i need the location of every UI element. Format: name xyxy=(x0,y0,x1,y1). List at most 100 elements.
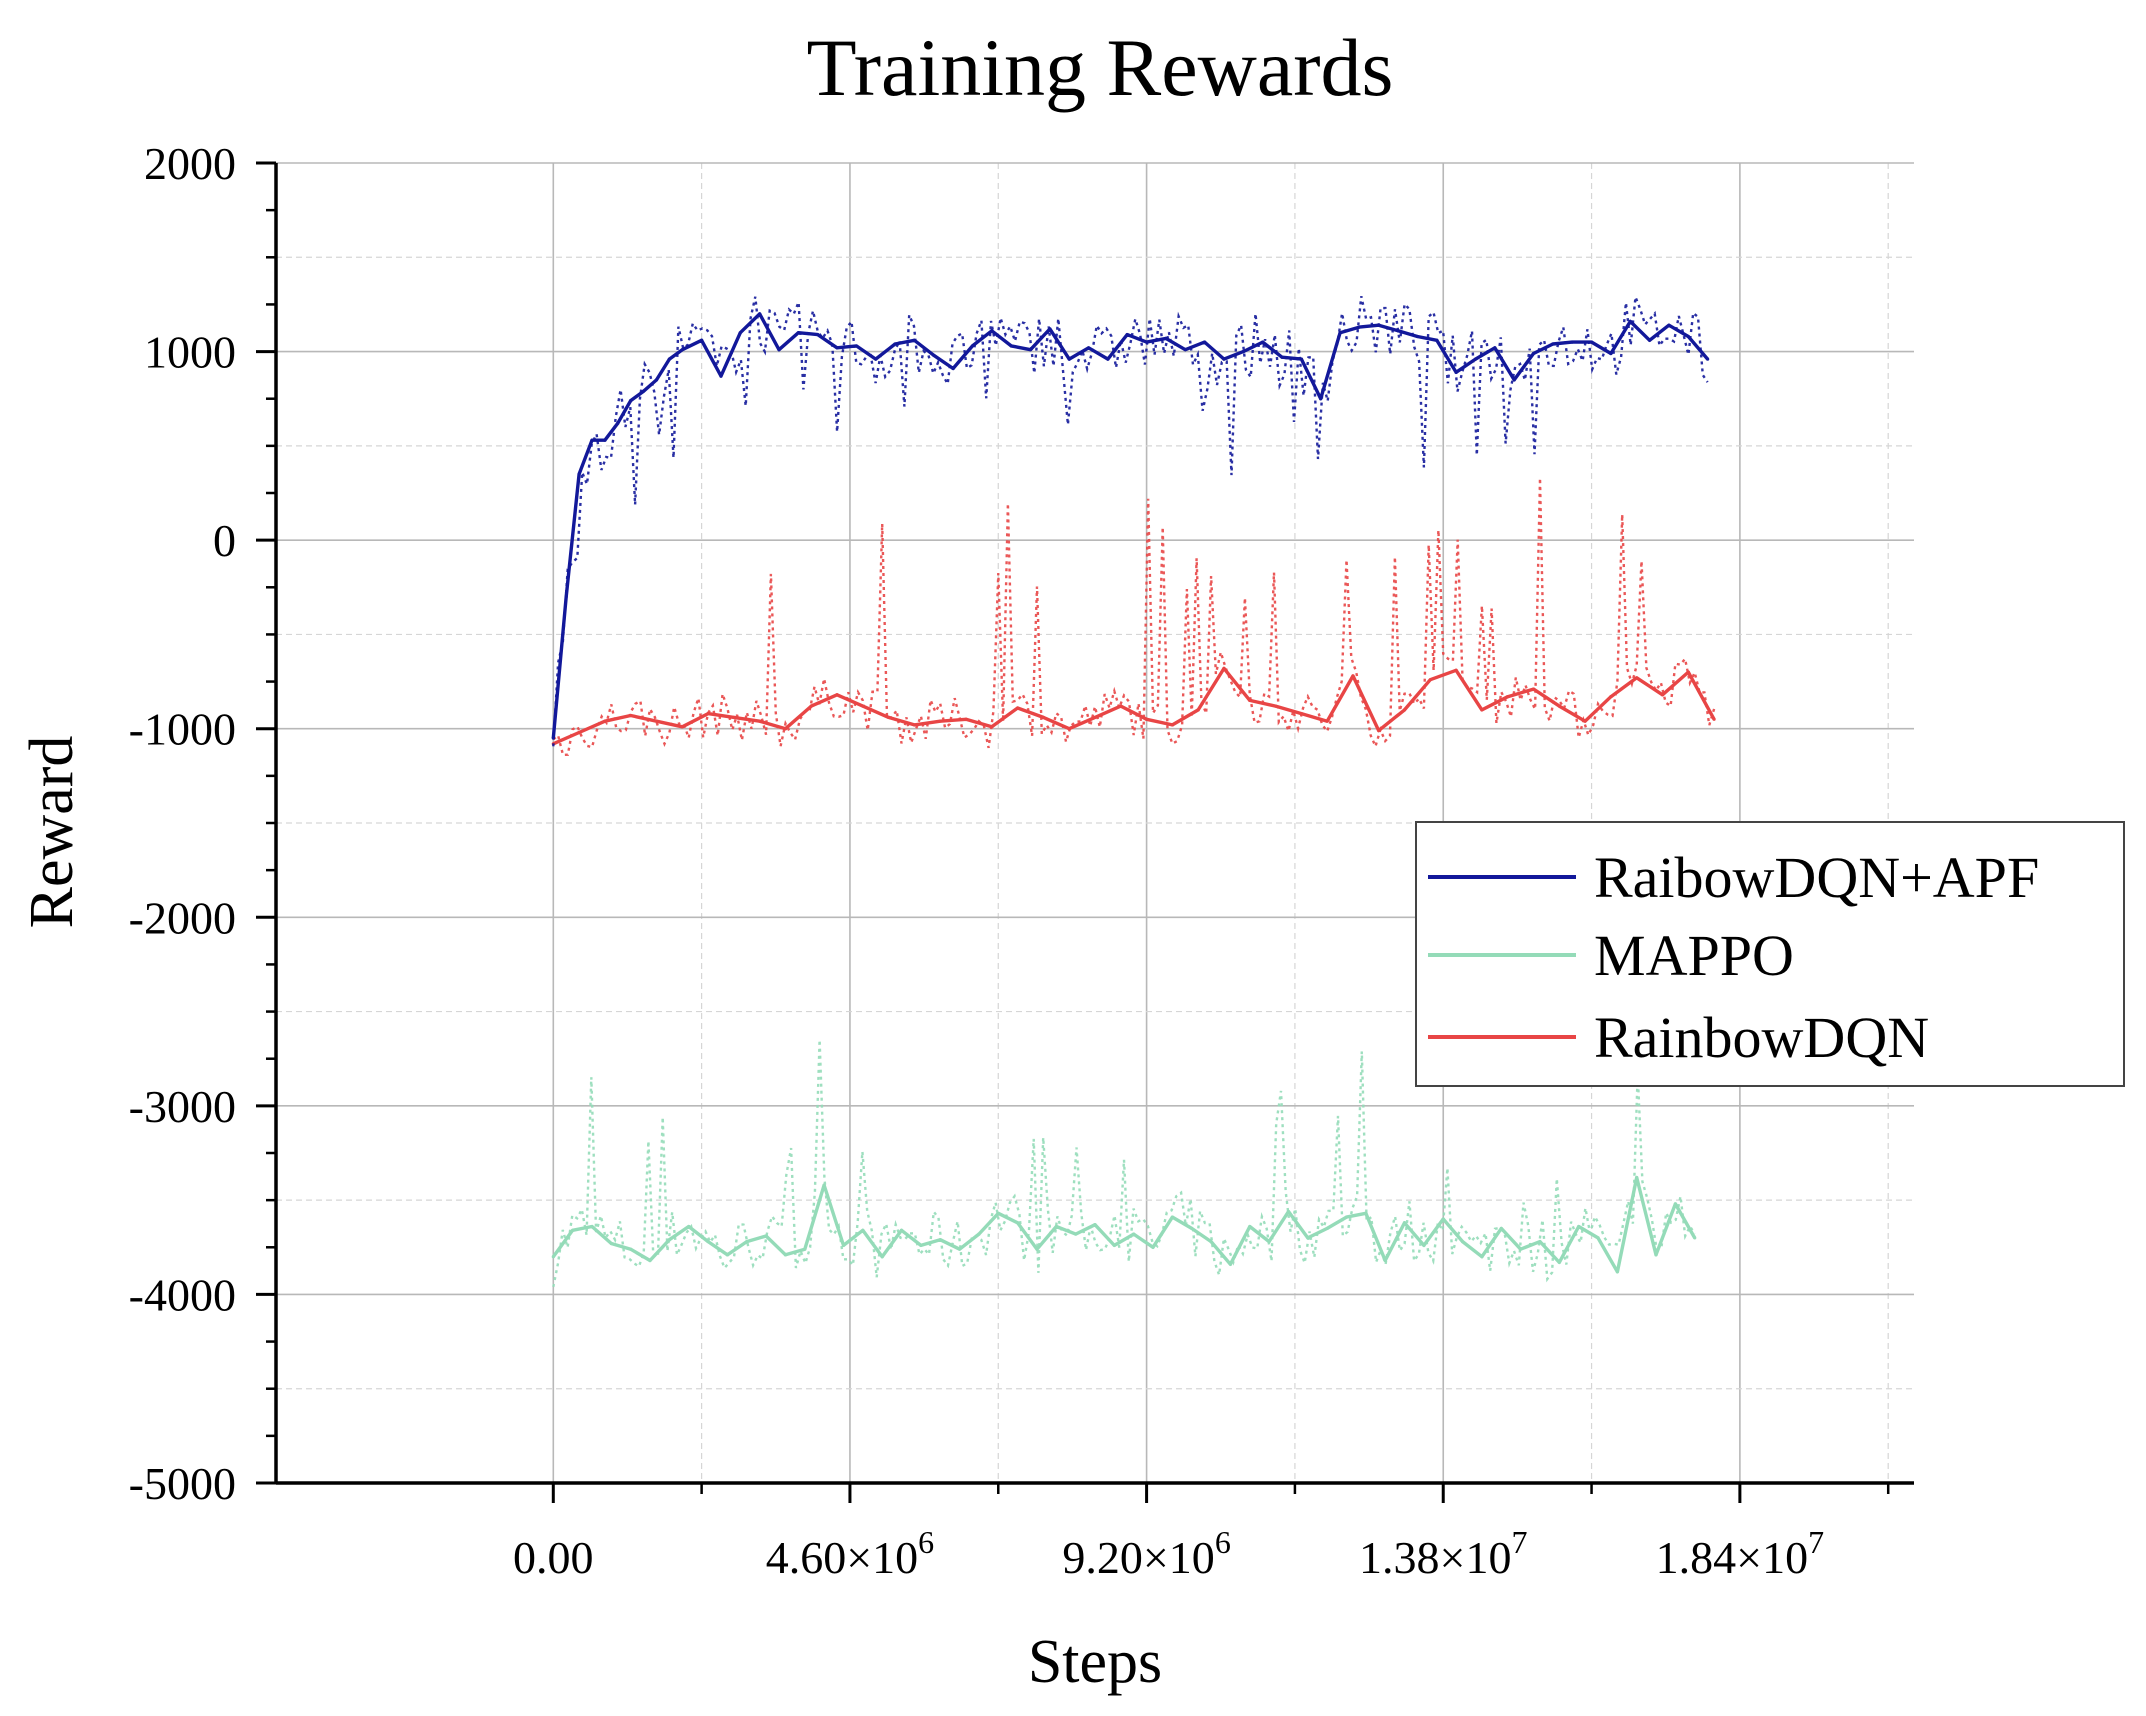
data-point xyxy=(551,1255,555,1259)
chart-title: Training Rewards xyxy=(807,22,1394,113)
data-point xyxy=(680,348,684,352)
axes xyxy=(256,161,1914,1503)
data-point xyxy=(1280,355,1284,359)
data-point xyxy=(1112,1243,1116,1247)
data-point xyxy=(1338,331,1342,335)
data-point xyxy=(1686,670,1690,674)
data-point xyxy=(835,346,839,350)
data-point xyxy=(1248,698,1252,703)
data-point xyxy=(719,374,723,378)
data-point xyxy=(641,389,646,393)
data-point xyxy=(1344,1215,1349,1219)
legend-label: RainbowDQN xyxy=(1594,1005,1929,1070)
data-point xyxy=(1480,708,1484,712)
data-point xyxy=(609,1241,613,1246)
data-point xyxy=(1351,674,1355,678)
data-point xyxy=(783,727,788,731)
data-point xyxy=(1531,351,1536,356)
data-point xyxy=(1028,348,1033,352)
data-point xyxy=(1570,340,1574,344)
data-point xyxy=(1660,693,1665,697)
data-point xyxy=(616,421,620,425)
data-point xyxy=(571,1228,575,1232)
data-point xyxy=(1712,717,1716,721)
smoothed-reward-line xyxy=(551,1175,1697,1274)
x-tick-label: 9.20×106 xyxy=(1062,1524,1230,1583)
data-point xyxy=(1222,357,1226,361)
data-point xyxy=(1635,676,1639,680)
data-point xyxy=(758,312,762,316)
data-point xyxy=(1125,333,1129,337)
data-point xyxy=(700,338,704,342)
data-point xyxy=(1460,1240,1465,1244)
data-point xyxy=(687,1224,691,1229)
data-point xyxy=(1035,1247,1039,1251)
data-point xyxy=(1325,719,1329,723)
data-point xyxy=(1190,1226,1194,1231)
data-point xyxy=(990,329,994,333)
data-point xyxy=(1248,1224,1252,1229)
data-point xyxy=(1196,708,1200,712)
data-point xyxy=(1493,346,1497,350)
data-point xyxy=(1402,708,1407,712)
data-point xyxy=(796,331,800,335)
x-tick-label: 4.60×106 xyxy=(766,1524,934,1583)
data-point xyxy=(887,715,891,720)
raw-reward-trace xyxy=(552,477,1716,757)
data-point xyxy=(1009,344,1013,348)
data-point xyxy=(1415,334,1420,339)
data-point xyxy=(654,378,659,382)
data-point xyxy=(1377,323,1381,327)
data-point xyxy=(1667,323,1671,327)
data-point xyxy=(667,1238,671,1242)
data-point xyxy=(783,1253,788,1257)
y-axis-label: Reward xyxy=(18,736,86,929)
data-point xyxy=(1074,1232,1078,1236)
y-tick-label: -1000 xyxy=(129,704,236,755)
data-point xyxy=(1577,1224,1581,1229)
data-point xyxy=(899,1228,904,1232)
data-point xyxy=(880,1255,884,1259)
series-raibowdqn-apf xyxy=(551,295,1710,747)
x-tick-mantissa: 0.00 xyxy=(513,1532,594,1583)
data-point xyxy=(577,472,581,476)
legend-label: MAPPO xyxy=(1594,923,1794,988)
data-point xyxy=(706,1240,710,1244)
data-point xyxy=(1299,712,1303,716)
data-point xyxy=(1209,1240,1213,1244)
data-point xyxy=(1441,1217,1445,1221)
data-point xyxy=(1151,1245,1155,1249)
data-point xyxy=(1454,370,1458,374)
data-point xyxy=(738,331,742,335)
data-point xyxy=(964,717,968,721)
data-point xyxy=(1519,1247,1523,1251)
data-point xyxy=(1531,687,1536,691)
data-point xyxy=(764,1234,768,1238)
data-point xyxy=(861,1228,865,1232)
x-tick-exponent: 6 xyxy=(918,1524,934,1560)
y-tick-labels: 2000 1000 0 -1000 -2000 -3000 -4000 -5000 xyxy=(129,138,236,1509)
x-axis-label: Steps xyxy=(1028,1628,1162,1696)
data-point xyxy=(1654,1253,1658,1257)
data-point xyxy=(1473,357,1478,361)
data-point xyxy=(1499,1226,1503,1231)
data-point xyxy=(1557,704,1561,708)
data-point xyxy=(603,719,607,723)
data-point xyxy=(1093,715,1097,720)
data-point xyxy=(1583,719,1587,723)
data-point xyxy=(1506,695,1510,699)
data-point xyxy=(809,704,813,708)
data-point xyxy=(951,366,955,371)
data-point xyxy=(1228,1262,1233,1266)
data-point xyxy=(1596,1236,1600,1240)
data-point xyxy=(1428,678,1432,682)
data-point xyxy=(1183,348,1187,352)
data-point xyxy=(1132,1232,1136,1236)
data-point xyxy=(1589,340,1594,344)
data-point xyxy=(1693,1236,1697,1240)
data-point xyxy=(803,1247,807,1251)
data-point xyxy=(1203,340,1207,344)
data-point xyxy=(996,1211,1000,1215)
data-point xyxy=(577,730,581,735)
y-tick-label: 2000 xyxy=(144,138,236,189)
